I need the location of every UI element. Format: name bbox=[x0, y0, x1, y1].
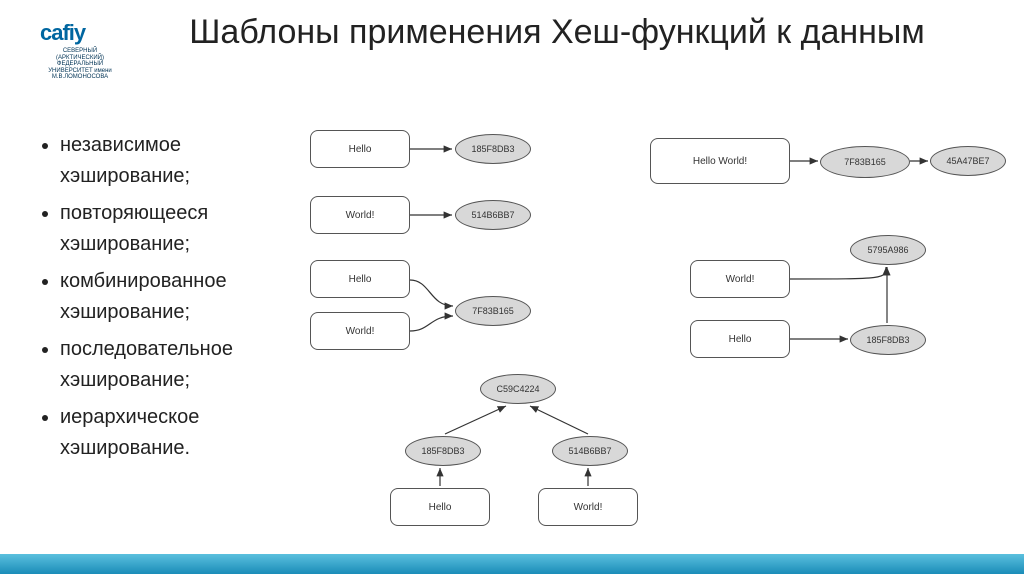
bullet-list: независимое хэширование;повторяющееся хэ… bbox=[40, 130, 300, 470]
bullet-item: комбинированное хэширование; bbox=[60, 266, 300, 328]
arrow bbox=[410, 316, 453, 331]
arrow bbox=[410, 280, 453, 306]
hash-ellipse: C59C4224 bbox=[480, 374, 556, 404]
data-box: Hello World! bbox=[650, 138, 790, 184]
university-logo: cafiy СЕВЕРНЫЙ (АРКТИЧЕСКИЙ) ФЕДЕРАЛЬНЫЙ… bbox=[40, 20, 120, 81]
bullet-item: последовательное хэширование; bbox=[60, 334, 300, 396]
hash-ellipse: 7F83B165 bbox=[820, 146, 910, 178]
bullet-item: повторяющееся хэширование; bbox=[60, 198, 300, 260]
arrow bbox=[790, 267, 886, 279]
data-box: Hello bbox=[390, 488, 490, 526]
logo-subtitle: СЕВЕРНЫЙ (АРКТИЧЕСКИЙ) ФЕДЕРАЛЬНЫЙ УНИВЕ… bbox=[40, 48, 120, 81]
hash-ellipse: 7F83B165 bbox=[455, 296, 531, 326]
data-box: World! bbox=[310, 196, 410, 234]
hash-diagram: Hello World! Hello World! Hello World! World!… bbox=[290, 120, 1010, 540]
data-box: World! bbox=[690, 260, 790, 298]
hash-ellipse: 185F8DB3 bbox=[455, 134, 531, 164]
data-box: Hello bbox=[310, 130, 410, 168]
arrow bbox=[530, 406, 588, 434]
data-box: Hello bbox=[690, 320, 790, 358]
logo-main: cafiy bbox=[40, 20, 120, 46]
bullet-item: независимое хэширование; bbox=[60, 130, 300, 192]
hash-ellipse: 185F8DB3 bbox=[405, 436, 481, 466]
hash-ellipse: 45A47BE7 bbox=[930, 146, 1006, 176]
slide-title: Шаблоны применения Хеш-функций к данным bbox=[130, 12, 984, 53]
data-box: World! bbox=[538, 488, 638, 526]
hash-ellipse: 5795A986 bbox=[850, 235, 926, 265]
hash-ellipse: 514B6BB7 bbox=[552, 436, 628, 466]
data-box: Hello bbox=[310, 260, 410, 298]
arrow bbox=[445, 406, 506, 434]
hash-ellipse: 514B6BB7 bbox=[455, 200, 531, 230]
data-box: World! bbox=[310, 312, 410, 350]
hash-ellipse: 185F8DB3 bbox=[850, 325, 926, 355]
footer-bar bbox=[0, 554, 1024, 574]
bullet-item: иерархическое хэширование. bbox=[60, 402, 300, 464]
